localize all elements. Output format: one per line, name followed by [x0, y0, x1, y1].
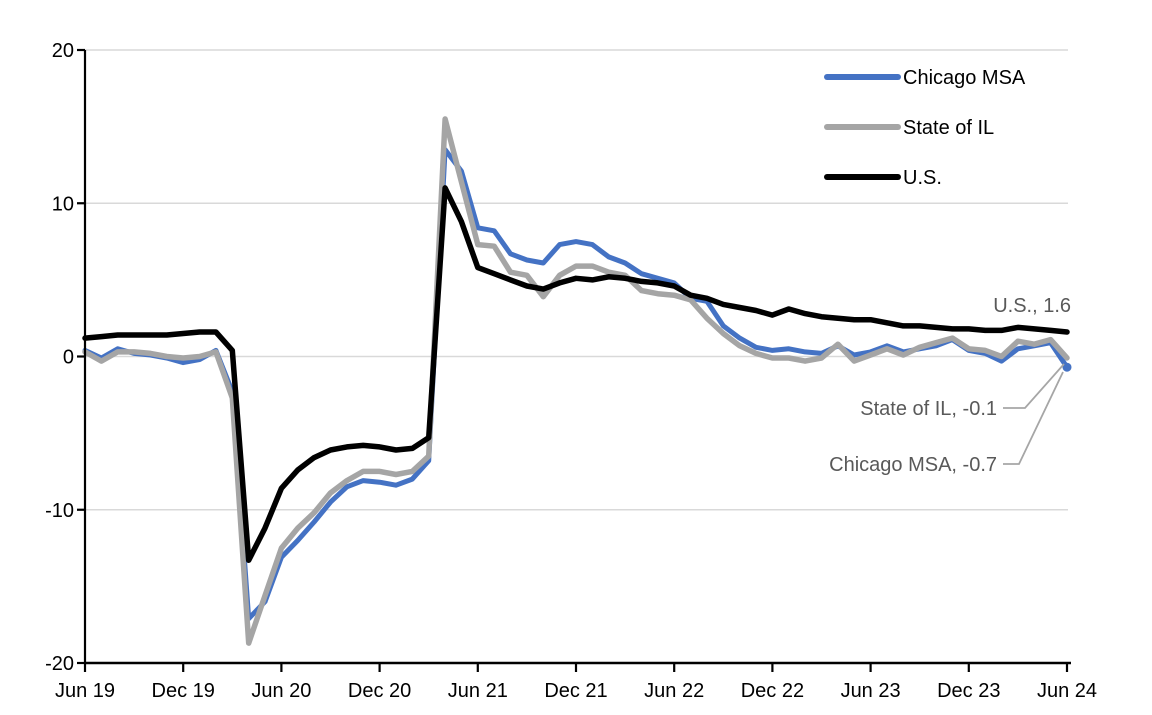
x-tick-label: Jun 20	[251, 680, 311, 702]
x-tick-label: Jun 21	[448, 680, 508, 702]
y-tick-label: 0	[63, 347, 74, 369]
y-tick-label: 10	[52, 193, 74, 215]
annotation-chicago-msa: Chicago MSA, -0.7	[829, 454, 997, 476]
x-tick-label: Jun 22	[644, 680, 704, 702]
x-tick-label: Dec 20	[348, 680, 411, 702]
x-tick-label: Jun 23	[841, 680, 901, 702]
legend-label: Chicago MSA	[903, 67, 1026, 89]
y-tick-label: -20	[45, 653, 74, 675]
annotation-leader-line	[1003, 371, 1064, 465]
legend-label: State of IL	[903, 117, 994, 139]
x-tick-label: Jun 19	[55, 680, 115, 702]
series-line-u-s-	[82, 185, 1070, 564]
annotation-leader-line	[1003, 363, 1065, 409]
legend-label: U.S.	[903, 167, 942, 189]
x-tick-label: Dec 22	[741, 680, 804, 702]
y-tick-label: -10	[45, 500, 74, 522]
x-tick-label: Dec 21	[544, 680, 607, 702]
annotation-state-of-il: State of IL, -0.1	[860, 398, 997, 420]
x-tick-label: Jun 24	[1037, 680, 1097, 702]
endpoint-marker	[1062, 362, 1072, 372]
series-line-state-of-il	[82, 116, 1070, 646]
annotation-u-s-: U.S., 1.6	[993, 295, 1071, 317]
x-tick-label: Dec 23	[937, 680, 1000, 702]
y-tick-label: 20	[52, 40, 74, 62]
x-tick-label: Dec 19	[152, 680, 215, 702]
